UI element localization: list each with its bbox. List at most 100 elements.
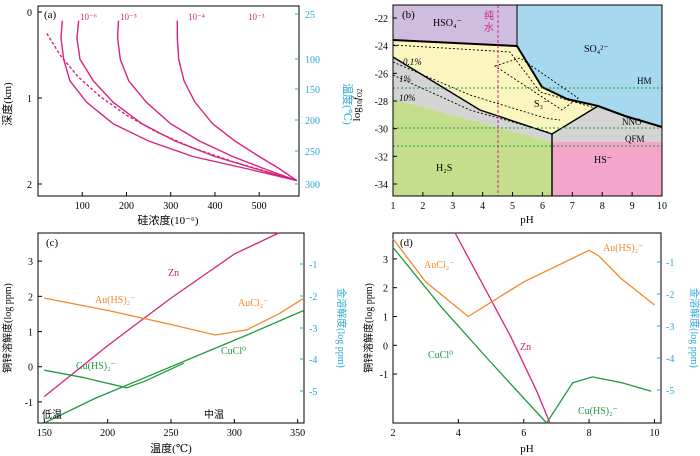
panel-a-series-2 [76,20,297,182]
panel-a-ytick-left-label: 0 [27,8,32,19]
panel-c-ylabel-left: 铜锌溶解度(log ppm) [1,283,14,373]
panel-d-ytick-right-label: -2 [666,290,674,301]
contour-1 [392,61,561,121]
panel-b-ytick-label: -26 [375,69,388,80]
buffer-label-hm: HM [637,76,652,86]
panel-b-xlabel: pH [520,214,534,226]
panel-d-ytick-right-label: -1 [666,258,674,269]
panel-c-ytick-right-label: -4 [309,355,317,366]
pure-water-label-1: 纯 [484,9,494,22]
panel-d-ytick-right-label: -5 [666,386,674,397]
panel-d-series-2 [392,238,655,318]
panel-b-xtick-label: 10 [657,201,667,212]
panel-d-series-3 [392,246,548,424]
panel-a-xtick-label: 400 [207,201,222,212]
panel-d-ylabel-right: 金溶解度(log ppm) [688,288,700,368]
panel-c-xlabel: 温度(℃) [150,441,192,455]
panel-c-curves [43,232,305,424]
panel-b-xtick-label: 4 [480,201,485,212]
contour-label-10: 10% [399,93,416,103]
panel-a-series-3 [116,20,298,182]
panel-b-xtick-label: 8 [600,201,605,212]
panel-c-series-1 [43,232,279,398]
panel-a-ytick-right-label: 300 [305,180,320,191]
panel-d-label-zn: Zn [520,342,531,353]
panel-d-ytick-left-label: 0 [383,341,388,352]
panel-a-curve-label-1e-5: 10⁻⁵ [120,12,137,22]
panel-d-xtick-label: 2 [391,428,396,439]
svg-text:log10fO2: log10fO2 [351,88,364,121]
panel-c-label-auhs: Au(HS)₂⁻ [95,295,135,306]
panel-d-label-cuhs: Cu(HS)₂⁻ [578,406,618,417]
panel-b-ytick-label: -34 [375,180,388,191]
panel-c-series-4 [44,309,305,424]
panel-b-xtick-label: 2 [420,201,425,212]
field-label-h2s: H₂S [436,163,452,174]
panel-d-series-4 [546,376,652,424]
panel-a-curve-label-1e-4: 10⁻⁴ [188,12,205,22]
panel-b-ylabel-main: log [351,107,363,122]
panel-c-xtick-label: 300 [227,428,242,439]
panel-c-label-zn: Zn [168,268,179,279]
panel-b-ylabel-f: f [351,95,363,100]
panel-a-ylabel-left: 深度(km) [0,82,14,126]
panel-c-xtick-label: 150 [37,428,52,439]
field-s3 [393,40,598,134]
panel-b-xtick-label: 6 [540,201,545,212]
panel-d-ytick-left-label: -1 [380,370,388,381]
panel-d: 2 4 6 8 10 -1 0 1 2 3 -1 -2 -3 -4 -5 (d) AuCl₂⁻ Au(HS)… [362,232,700,455]
field-label-hso4: HSO₄⁻ [433,18,462,29]
panel-d-ticks: 2 4 6 8 10 -1 0 1 2 3 -1 -2 -3 -4 -5 [380,255,675,439]
buffer-label-nno: NNO [622,117,642,127]
pure-water-label-2: 水 [484,22,494,34]
panel-c-label-cuhs: Cu(HS)₂⁻ [76,361,116,372]
panel-d-xtick-label: 8 [587,428,592,439]
panel-d-curves [392,232,655,424]
field-label-hs: HS⁻ [594,155,612,166]
panel-c-ytick-left-label: -1 [25,398,33,409]
panel-c-ytick-left-label: 2 [28,292,33,303]
panel-c-ytick-right-label: -3 [309,324,317,335]
panel-d-label-cucl: CuCl⁰ [428,350,453,361]
panel-d-label-aucl: AuCl₂⁻ [424,260,454,271]
panel-a-xtick-label: 100 [75,201,90,212]
field-label-s3: S₃⁻ [534,99,548,110]
panel-a-curve-label-1e-6: 10⁻⁶ [80,12,97,22]
panel-d-ytick-left-label: 1 [383,312,388,323]
panel-b-xtick-label: 9 [630,201,635,212]
panel-c-ytick-left-label: 0 [28,363,33,374]
panel-b-ytick-label: -24 [375,42,388,53]
panel-b-ylabel-sub1: 10 [356,100,364,108]
panel-b-xtick-label: 1 [391,201,396,212]
panel-d-frame [392,232,662,424]
panel-c-ytick-left-label: 3 [28,257,33,268]
field-label-so4: SO₄²⁻ [584,44,609,55]
panel-a-frame [37,5,300,197]
panel-a-ylabel-right: 温度(℃) [341,83,355,125]
panel-c: 150 200 250 300 350 -1 0 1 2 3 -1 -2 -3 -4 -5 (c) Zn A… [1,232,348,455]
panel-d-series-1 [454,232,551,424]
panel-c-ytick-right-label: -2 [309,292,317,303]
panel-c-ytick-left-label: 1 [28,328,33,339]
field-so4 [517,5,662,127]
panel-d-ytick-left-label: 3 [383,255,388,266]
panel-a: (a) 100 200 300 400 50001225100150200250300 … [0,5,355,227]
panel-a-curves [46,20,298,182]
panel-c-label-cucl: CuCl⁰ [221,346,246,357]
contour-label-01: 0.1% [403,57,422,67]
panel-b-ylabel: log10fO2 [351,88,364,121]
panel-b-xtick-label: 3 [450,201,455,212]
panel-b-fields [393,5,662,196]
panel-d-xlabel: pH [520,443,534,455]
panel-c-series-3 [44,362,184,389]
panel-c-series-2 [44,297,305,336]
panel-a-xtick-label: 500 [252,201,267,212]
panel-a-ytick-right-label: 150 [305,85,320,96]
panel-c-ticks: 150 200 250 300 350 -1 0 1 2 3 -1 -2 -3 -4 -5 [25,257,318,439]
panel-c-label-mid: 中温 [204,408,224,421]
panel-c-xtick-label: 200 [100,428,115,439]
panel-a-ytick-left-label: 2 [27,180,32,191]
panel-b-ytick-label: -22 [375,14,388,25]
panel-d-tag: (d) [400,237,413,249]
